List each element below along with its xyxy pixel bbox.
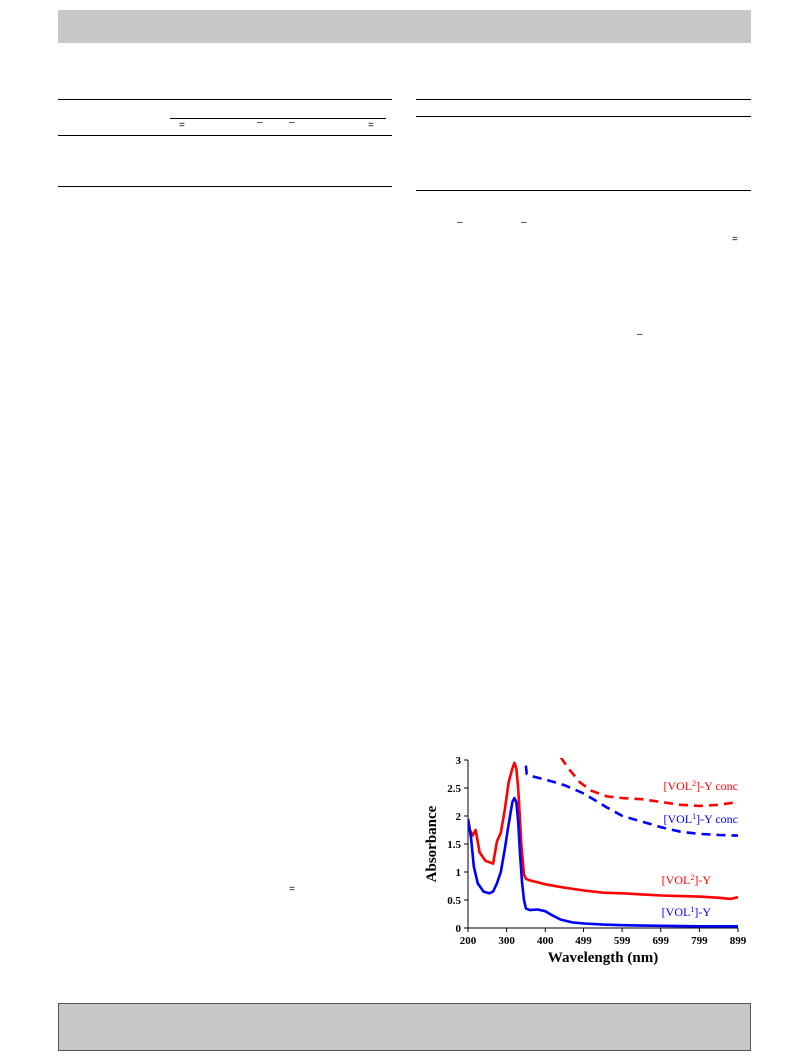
left-table-symbol: – bbox=[289, 117, 295, 128]
right-table-bottom-rule bbox=[416, 190, 751, 191]
y-axis-title: Absorbance bbox=[424, 805, 440, 882]
x-tick-label: 899 bbox=[730, 935, 747, 947]
left-body-symbol: = bbox=[289, 884, 295, 895]
right-table-top-rule bbox=[416, 99, 751, 100]
x-tick-label: 699 bbox=[652, 935, 669, 947]
left-table-top-rule bbox=[58, 99, 392, 100]
x-tick-label: 400 bbox=[537, 935, 554, 947]
absorbance-chart: 0 0.5 1 1.5 2 2.5 3 200 300 400 499 599 699 799 899 Wav… bbox=[420, 750, 760, 975]
x-tick-label: 300 bbox=[498, 935, 515, 947]
right-text-symbol: – bbox=[521, 217, 527, 228]
left-table-symbol: = bbox=[368, 120, 374, 131]
left-table-symbol: – bbox=[257, 117, 263, 128]
left-table-symbol: = bbox=[179, 120, 185, 131]
left-table-header-rule bbox=[58, 135, 392, 136]
y-tick-label: 2 bbox=[456, 811, 462, 823]
right-text-symbol: – bbox=[457, 217, 463, 228]
x-axis-title: Wavelength (nm) bbox=[548, 950, 658, 966]
left-table-bottom-rule bbox=[58, 186, 392, 187]
series-line bbox=[468, 796, 738, 928]
series-line bbox=[468, 761, 739, 901]
y-tick-label: 3 bbox=[456, 755, 462, 767]
footer-bar bbox=[58, 1003, 751, 1051]
series-label: [VOL1]-Y conc bbox=[663, 812, 738, 826]
left-table-sub-rule bbox=[170, 118, 386, 119]
x-tick-label: 200 bbox=[460, 935, 477, 947]
right-text-symbol: = bbox=[732, 234, 738, 245]
x-tick-label: 599 bbox=[614, 935, 631, 947]
right-table-header-rule bbox=[416, 116, 751, 117]
header-bar bbox=[58, 10, 751, 43]
x-tick-label: 499 bbox=[575, 935, 592, 947]
series-label: [VOL2]-Y bbox=[662, 873, 712, 887]
series-label: [VOL1]-Y bbox=[662, 905, 712, 919]
x-tick-label: 799 bbox=[691, 935, 708, 947]
y-tick-label: 0 bbox=[456, 923, 462, 935]
y-tick-label: 1 bbox=[456, 867, 462, 879]
chart-svg: 0 0.5 1 1.5 2 2.5 3 200 300 400 499 599 699 799 899 Wav… bbox=[424, 755, 747, 966]
right-text-symbol: – bbox=[637, 329, 643, 340]
y-tick-label: 0.5 bbox=[447, 895, 461, 907]
y-tick-label: 1.5 bbox=[447, 839, 461, 851]
y-tick-label: 2.5 bbox=[447, 783, 461, 795]
series-label: [VOL2]-Y conc bbox=[663, 779, 738, 793]
